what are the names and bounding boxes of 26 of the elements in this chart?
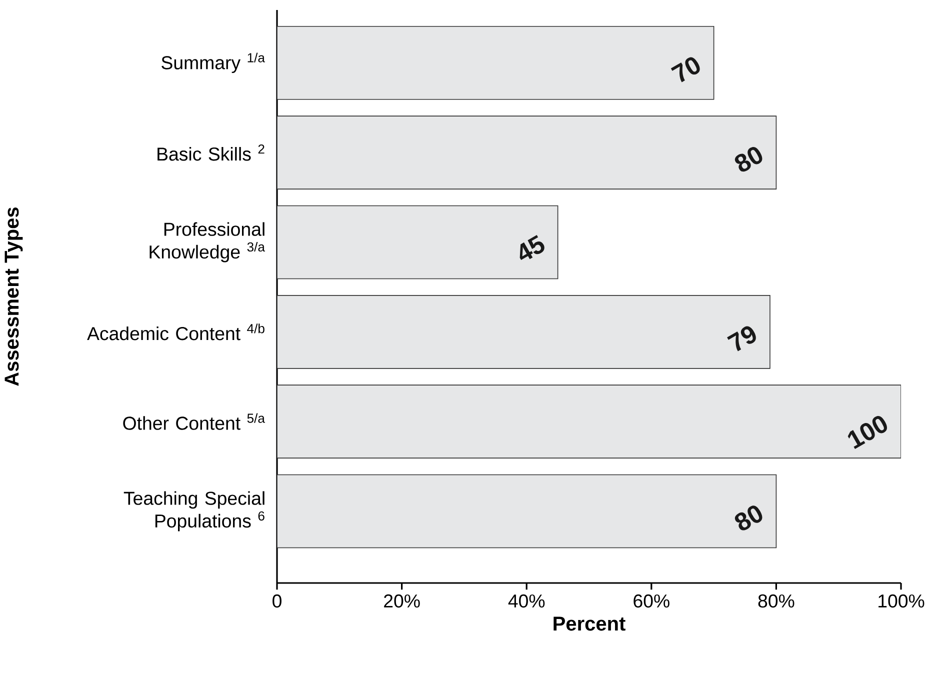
bar: [277, 116, 777, 190]
data-label: 45: [520, 234, 544, 260]
x-tick-label: 0: [272, 594, 282, 608]
bar: [277, 474, 777, 548]
data-label: 80: [734, 146, 762, 172]
bar: [277, 205, 558, 280]
y-tick-label: Basic Skills $^{2}$: [158, 144, 264, 161]
y-tick-label: Other Content $^{5/a}$: [123, 413, 265, 430]
bar: [277, 295, 770, 369]
y-tick-label: Summary $^{1/a}$: [162, 52, 265, 74]
bar: [277, 26, 714, 100]
data-label: 80: [734, 506, 762, 530]
y-tick-label: Teaching Special Populations $^{6}$: [124, 491, 264, 532]
y-axis-title: Assessment Types: [4, 207, 23, 386]
data-label: 70: [670, 57, 700, 82]
x-tick-label: 40%: [508, 594, 545, 608]
x-tick-label: 80%: [758, 594, 794, 608]
x-axis-title: Percent: [554, 616, 626, 631]
bar: [277, 384, 901, 458]
x-tick-label: 20%: [384, 594, 420, 608]
x-tick-label: 100%: [878, 594, 924, 608]
y-tick-label: Professional Knowledge $^{3/a}$: [150, 222, 265, 262]
x-tick-label: 60%: [634, 594, 670, 608]
y-tick-label: Academic Content $^{4/b}$: [87, 324, 264, 340]
data-label: 79: [727, 326, 756, 352]
data-label: 100: [848, 416, 888, 449]
